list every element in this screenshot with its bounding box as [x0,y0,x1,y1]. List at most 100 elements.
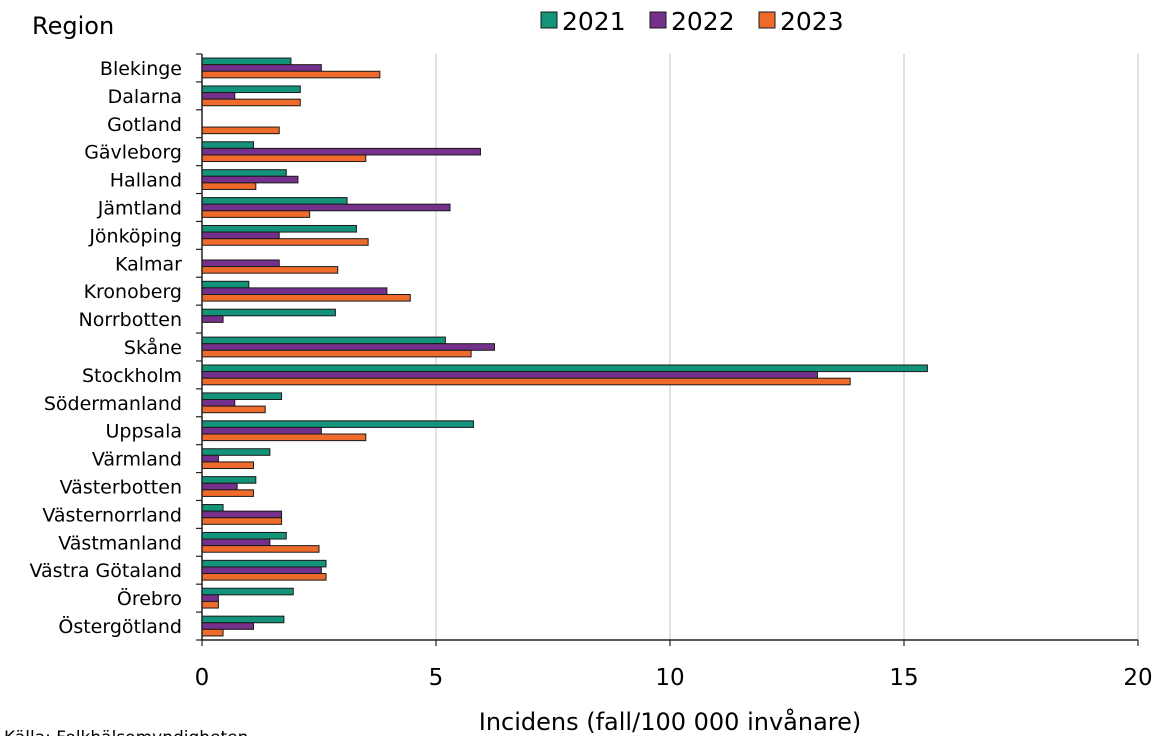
bar-2021-västerbotten [201,476,257,484]
y-tick-label: Blekinge [100,58,182,80]
x-tick-label: 0 [195,665,210,691]
bar-2023-värmland [201,461,254,470]
y-tick-label: Dalarna [108,86,182,108]
bar-2021-västernorrland [201,504,224,512]
gridlines [435,54,1139,640]
y-tick-label: Uppsala [106,421,183,443]
legend-label-2021: 2021 [562,7,626,36]
bar-2023-västernorrland [201,517,283,525]
y-tick-label: Gävleborg [84,142,182,164]
source-note: Källa: Folkhälsomyndigheten [4,728,248,736]
bar-2023-halland [201,182,257,190]
axes [196,53,1139,646]
bar-2021-värmland [201,448,271,456]
bar-2022-kalmar [201,259,280,268]
bar-2023-gotland [201,126,280,135]
y-tick-label: Västernorrland [42,504,182,526]
y-tick-label: Värmland [92,449,182,471]
y-tick-labels: Blekinge Dalarna Gotland Gävleborg Halland Jä… [30,58,183,638]
bar-2022-kronoberg [201,287,388,295]
bar-2021-kronoberg [201,280,250,289]
bar-2022-gävleborg [201,147,481,156]
bar-2022-östergötland [201,622,254,630]
legend-swatch-2022 [649,11,667,29]
bar-2021-dalarna [201,85,301,94]
y-tick-label: Stockholm [82,365,182,387]
bar-2022-halland [201,175,299,184]
legend-swatch-2021 [540,11,558,29]
bar-2021-södermanland [201,392,283,401]
bar-2023-kronoberg [201,293,411,302]
bar-2023-jämtland [201,210,311,218]
bar-2022-skåne [201,343,495,351]
bar-2022-dalarna [201,92,236,100]
bar-2023-stockholm [201,377,851,386]
y-tick-label: Södermanland [44,393,182,415]
bar-2021-blekinge [201,57,292,66]
bar-2022-norrbotten [201,315,224,323]
x-tick-label: 10 [655,665,684,691]
y-tick-label: Skåne [124,336,182,359]
x-tick-label: 5 [429,665,444,691]
y-tick-label: Halland [110,170,182,192]
bar-2023-skåne [201,349,472,358]
x-axis-title: Incidens (fall/100 000 invånare) [479,707,862,736]
bar-2023-jönköping [201,238,369,246]
bar-2021-norrbotten [201,308,336,317]
bar-2023-gävleborg [201,154,367,163]
bar-2022-jönköping [201,231,280,240]
y-tick-label: Örebro [117,587,182,610]
bar-2021-jämtland [201,197,348,205]
bar-2021-uppsala [201,420,474,428]
bar-2022-stockholm [201,371,818,379]
bar-2021-gävleborg [201,141,254,149]
bar-2022-västerbotten [201,482,238,491]
legend-label-2023: 2023 [780,7,844,36]
x-tick-label: 15 [889,665,918,691]
bar-2022-jämtland [201,203,451,212]
bar-2022-västra götaland [201,566,322,575]
bar-2022-blekinge [201,64,322,72]
legend-swatch-2023 [758,11,776,29]
bar-2021-örebro [201,587,294,596]
bar-2023-östergötland [201,628,224,637]
y-tick-label: Kalmar [115,253,182,275]
y-tick-label: Östergötland [58,615,182,638]
bar-2021-östergötland [201,615,285,624]
bar-2022-värmland [201,454,219,463]
y-tick-label: Västmanland [58,532,182,554]
y-tick-label: Västerbotten [60,477,182,499]
category-axis-title: Region [32,12,114,40]
bar-2021-skåne [201,336,446,345]
bar-2023-västmanland [201,545,320,553]
bar-2021-halland [201,169,287,177]
bar-2022-västernorrland [201,510,283,519]
legend: 2021 2022 2023 [540,7,844,36]
bar-2022-västmanland [201,538,271,547]
bar-2023-kalmar [201,266,339,274]
bar-2021-västra götaland [201,559,327,568]
bar-2022-uppsala [201,426,322,435]
bar-group [201,57,928,637]
y-tick-label: Jönköping [88,225,182,247]
y-tick-label: Norrbotten [79,309,182,331]
bar-2023-västra götaland [201,573,327,581]
bar-2021-stockholm [201,364,928,373]
bar-2023-södermanland [201,405,266,414]
bar-2023-västerbotten [201,489,254,497]
bar-2021-jönköping [201,224,357,233]
y-tick-label: Västra Götaland [30,560,182,582]
y-tick-label: Gotland [107,114,182,136]
bar-2023-örebro [201,600,219,609]
y-tick-label: Jämtland [97,197,182,219]
y-tick-label: Kronoberg [84,281,182,303]
bar-2023-dalarna [201,98,301,107]
bar-2022-södermanland [201,399,236,407]
bar-2023-uppsala [201,433,367,442]
bar-2022-örebro [201,594,219,602]
bar-2023-blekinge [201,70,381,79]
x-tick-labels: 0 5 10 15 20 [195,665,1153,691]
x-tick-label: 20 [1123,665,1152,691]
bar-2021-västmanland [201,531,287,540]
